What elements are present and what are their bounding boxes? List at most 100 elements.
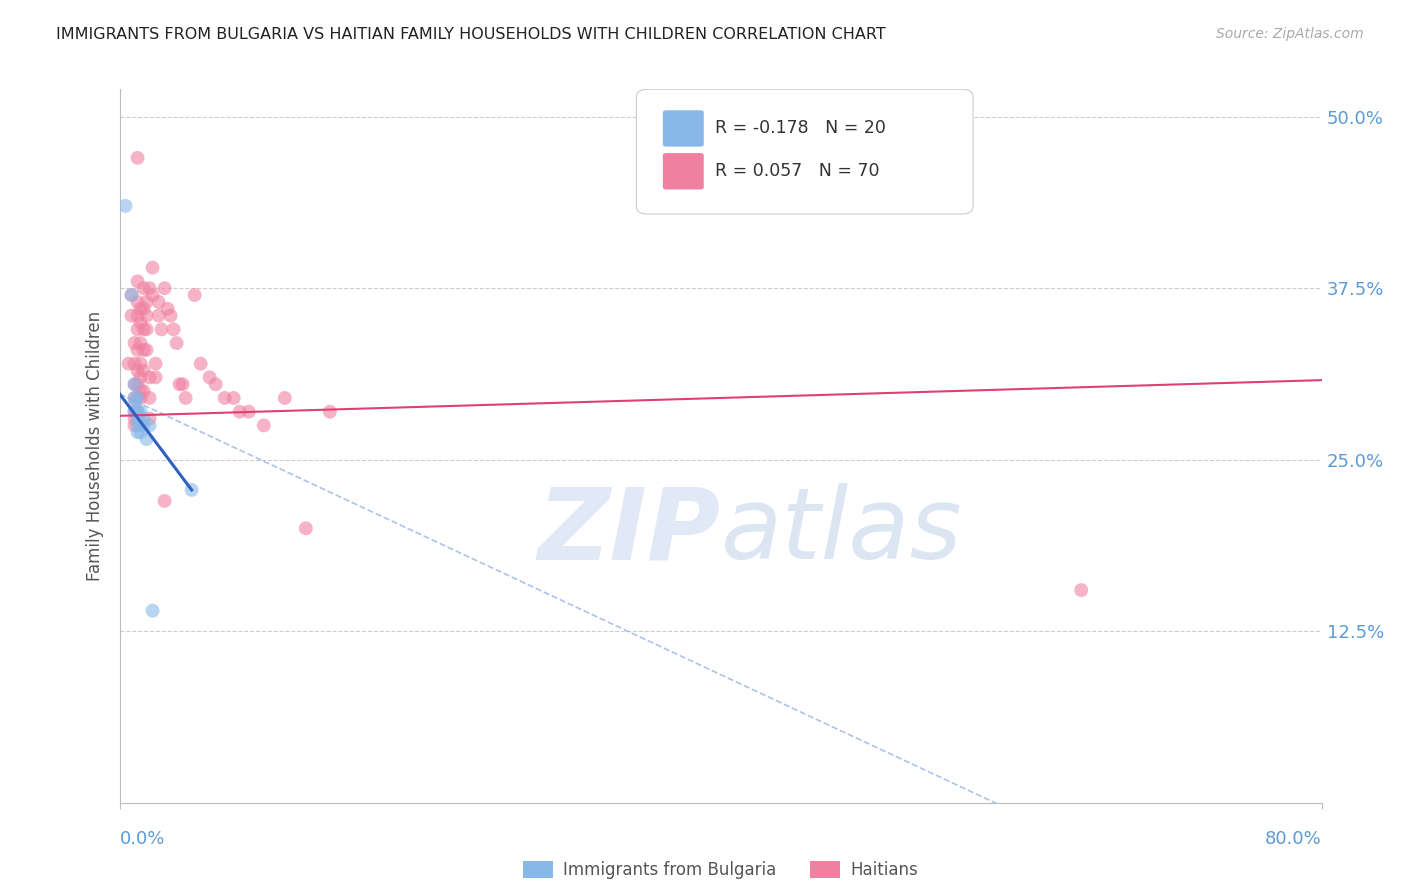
Point: [121, 288, 143, 302]
Legend: Immigrants from Bulgaria, Haitians: Immigrants from Bulgaria, Haitians: [517, 854, 924, 886]
Text: atlas: atlas: [720, 483, 962, 580]
Point: [127, 309, 149, 323]
Point: [153, 281, 176, 295]
Point: [174, 391, 197, 405]
Point: [132, 363, 155, 377]
Point: [135, 432, 157, 446]
Point: [138, 411, 160, 425]
Point: [127, 411, 149, 425]
Point: [132, 281, 155, 295]
Point: [129, 384, 152, 398]
Point: [169, 377, 191, 392]
Point: [274, 391, 297, 405]
Point: [156, 301, 179, 316]
Point: [127, 377, 149, 392]
Point: [124, 405, 146, 419]
Point: [121, 288, 143, 302]
Point: [129, 301, 152, 316]
Point: [129, 370, 152, 384]
Point: [150, 322, 173, 336]
Point: [127, 425, 149, 440]
Point: [127, 405, 149, 419]
Point: [132, 411, 155, 425]
Point: [166, 336, 188, 351]
Point: [148, 294, 170, 309]
Point: [124, 405, 146, 419]
Point: [117, 357, 139, 371]
Point: [142, 604, 165, 618]
Point: [127, 363, 149, 377]
Point: [132, 418, 155, 433]
Point: [127, 274, 149, 288]
Point: [319, 405, 342, 419]
Point: [135, 309, 157, 323]
Point: [127, 418, 149, 433]
Point: [127, 294, 149, 309]
Point: [135, 322, 157, 336]
Point: [138, 281, 160, 295]
Point: [180, 483, 202, 497]
Point: [145, 357, 167, 371]
Point: [190, 357, 212, 371]
Point: [222, 391, 245, 405]
Text: 0.0%: 0.0%: [120, 830, 165, 848]
Point: [142, 288, 165, 302]
Text: R = 0.057   N = 70: R = 0.057 N = 70: [714, 162, 879, 180]
Point: [1070, 583, 1092, 598]
Point: [124, 398, 146, 412]
Point: [135, 343, 157, 357]
FancyBboxPatch shape: [662, 153, 704, 189]
Point: [183, 288, 205, 302]
Y-axis label: Family Households with Children: Family Households with Children: [86, 311, 104, 581]
Point: [129, 391, 152, 405]
Point: [129, 357, 152, 371]
Point: [129, 425, 152, 440]
Point: [228, 405, 252, 419]
FancyBboxPatch shape: [637, 89, 973, 214]
Point: [127, 343, 149, 357]
Point: [132, 322, 155, 336]
Point: [124, 411, 146, 425]
Point: [129, 405, 152, 419]
Text: R = -0.178   N = 20: R = -0.178 N = 20: [714, 120, 886, 137]
Point: [148, 309, 170, 323]
Point: [162, 322, 184, 336]
Point: [138, 418, 160, 433]
Point: [295, 521, 318, 535]
Point: [124, 391, 146, 405]
Point: [238, 405, 260, 419]
Point: [204, 377, 226, 392]
Text: IMMIGRANTS FROM BULGARIA VS HAITIAN FAMILY HOUSEHOLDS WITH CHILDREN CORRELATION : IMMIGRANTS FROM BULGARIA VS HAITIAN FAMI…: [56, 27, 886, 42]
Point: [127, 405, 149, 419]
Point: [114, 199, 136, 213]
Point: [121, 309, 143, 323]
Point: [153, 494, 176, 508]
Point: [138, 391, 160, 405]
Point: [214, 391, 236, 405]
Point: [142, 260, 165, 275]
Point: [132, 301, 155, 316]
FancyBboxPatch shape: [662, 111, 704, 146]
Point: [138, 370, 160, 384]
Text: 80.0%: 80.0%: [1265, 830, 1322, 848]
Point: [172, 377, 194, 392]
Point: [135, 294, 157, 309]
Point: [253, 418, 276, 433]
Point: [132, 384, 155, 398]
Point: [127, 322, 149, 336]
Point: [132, 343, 155, 357]
Text: Source: ZipAtlas.com: Source: ZipAtlas.com: [1216, 27, 1364, 41]
Point: [124, 391, 146, 405]
Point: [124, 357, 146, 371]
Point: [129, 418, 152, 433]
Point: [145, 370, 167, 384]
Point: [127, 391, 149, 405]
Point: [159, 309, 181, 323]
Point: [124, 336, 146, 351]
Point: [127, 151, 149, 165]
Point: [127, 391, 149, 405]
Point: [124, 418, 146, 433]
Point: [129, 316, 152, 330]
Point: [124, 377, 146, 392]
Point: [124, 377, 146, 392]
